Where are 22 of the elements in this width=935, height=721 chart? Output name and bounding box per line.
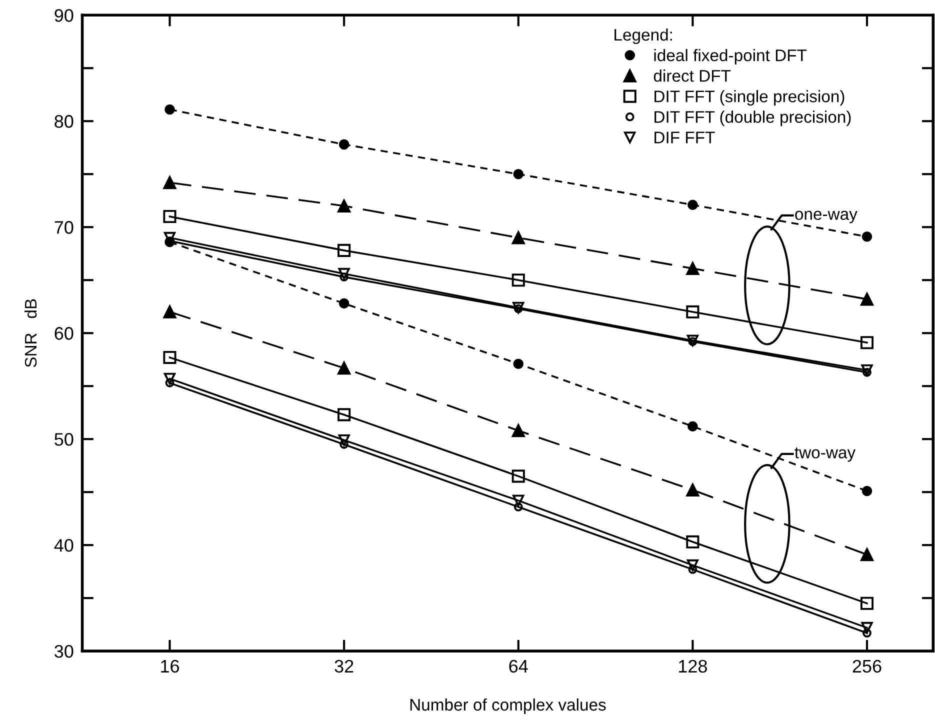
y-tick-label: 60 bbox=[54, 327, 74, 340]
x-tick-label: 128 bbox=[679, 660, 707, 673]
y-axis-title: SNR dB bbox=[24, 299, 37, 368]
legend-title: Legend: bbox=[614, 28, 672, 44]
y-tick-label: 80 bbox=[54, 115, 74, 128]
x-tick-label: 64 bbox=[509, 660, 528, 673]
legend-label: DIT FFT (single precision) bbox=[654, 90, 844, 106]
y-tick-label: 70 bbox=[54, 221, 74, 234]
x-tick-label: 32 bbox=[334, 660, 354, 673]
legend-label: DIT FFT (double precision) bbox=[654, 110, 851, 126]
annotation: two-way bbox=[794, 447, 856, 462]
y-tick-label: 40 bbox=[54, 539, 74, 552]
y-tick-label: 30 bbox=[54, 644, 74, 658]
x-tick-label: 16 bbox=[161, 660, 179, 673]
annotation: one-way bbox=[795, 210, 858, 224]
legend-label: DIF FFT bbox=[654, 132, 715, 144]
y-tick-label: 50 bbox=[54, 433, 74, 446]
x-tick-label: 256 bbox=[852, 660, 882, 673]
legend-label: ideal fixed-point DFT bbox=[654, 49, 807, 65]
y-tick-label: 90 bbox=[54, 9, 74, 22]
legend-label: direct DFT bbox=[654, 70, 731, 82]
x-axis-title: Number of complex values bbox=[410, 698, 606, 714]
